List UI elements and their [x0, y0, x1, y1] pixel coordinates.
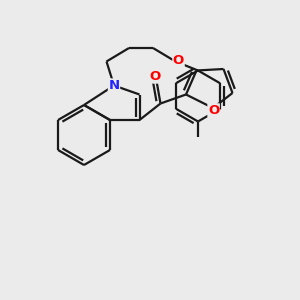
Text: O: O: [208, 104, 219, 117]
Text: O: O: [149, 70, 160, 83]
Text: N: N: [108, 79, 120, 92]
Text: O: O: [173, 53, 184, 67]
